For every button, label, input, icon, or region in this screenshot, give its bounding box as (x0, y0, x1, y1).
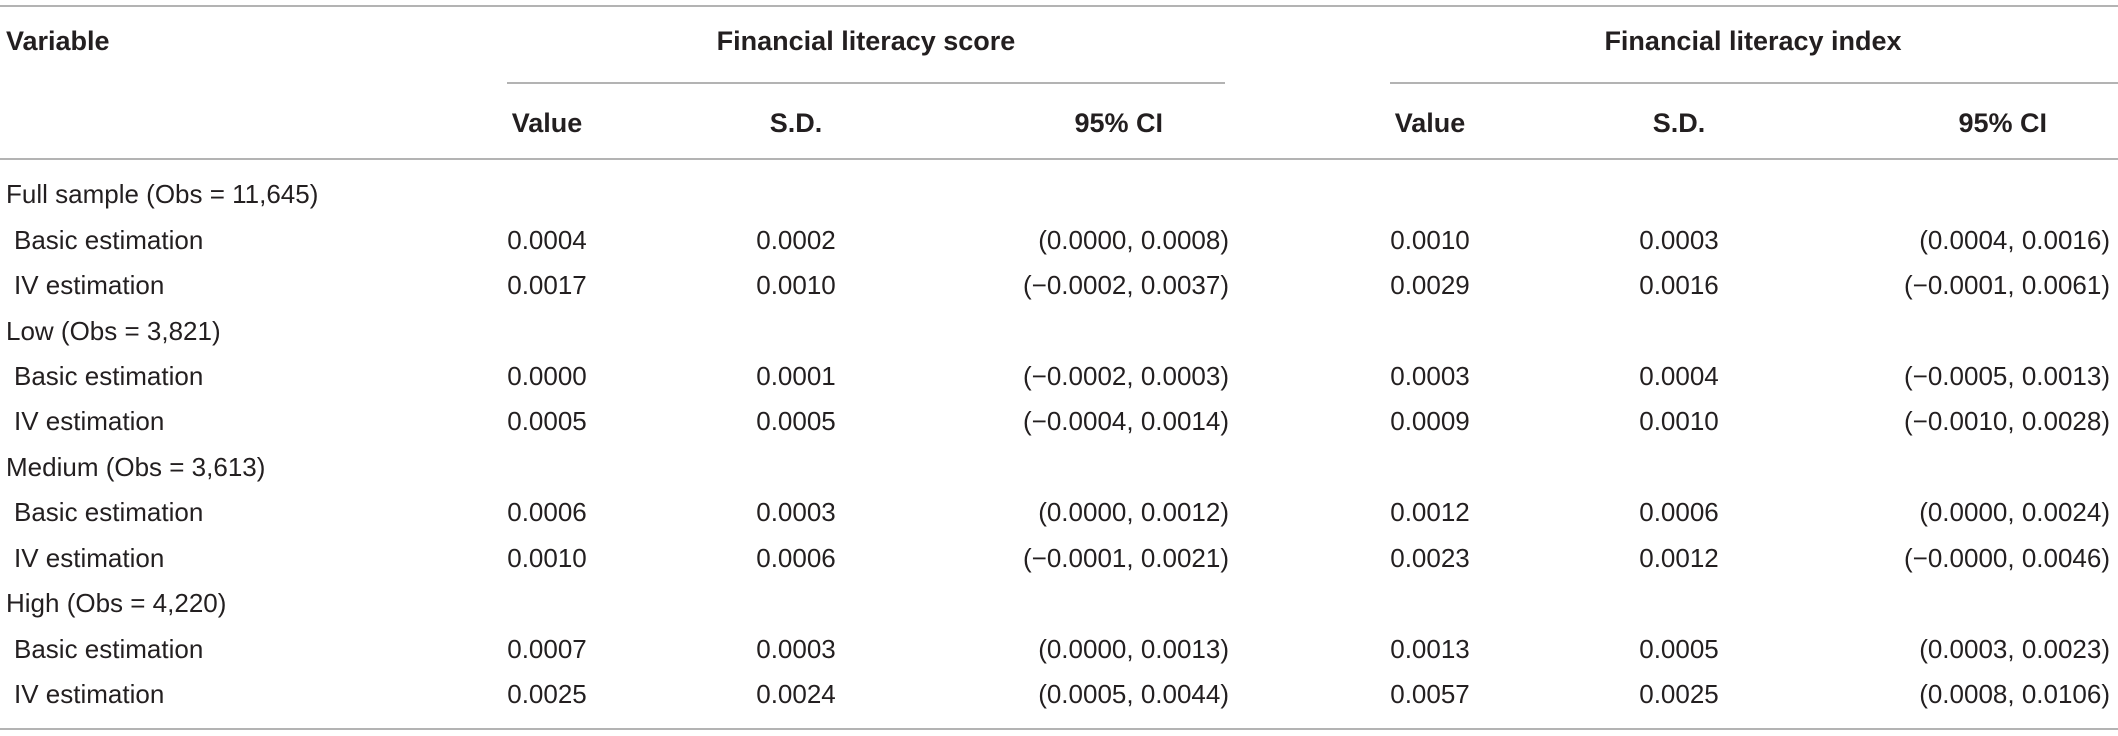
score-value-cell: 0.0006 (507, 497, 587, 527)
index-sd-cell: 0.0005 (1639, 634, 1719, 664)
header-score-value: Value (511, 108, 583, 138)
row-label: Basic estimation (14, 361, 204, 391)
header-variable: Variable (6, 26, 110, 56)
score-ci-cell: (−0.0004, 0.0014) (1023, 406, 1229, 436)
score-ci-cell: (0.0000, 0.0012) (1038, 497, 1229, 527)
table-top-rule (0, 5, 2118, 7)
index-ci-cell: (−0.0005, 0.0013) (1904, 361, 2110, 391)
index-ci-cell: (0.0008, 0.0106) (1919, 679, 2110, 709)
score-sd-cell: 0.0003 (756, 497, 836, 527)
header-index-sd: S.D. (1652, 108, 1706, 138)
score-value-cell: 0.0005 (507, 406, 587, 436)
index-value-cell: 0.0023 (1390, 543, 1470, 573)
score-ci-cell: (−0.0001, 0.0021) (1023, 543, 1229, 573)
index-value-cell: 0.0029 (1390, 270, 1470, 300)
header-financial-literacy-index: Financial literacy index (1604, 26, 1902, 56)
score-value-cell: 0.0004 (507, 225, 587, 255)
index-value-cell: 0.0009 (1390, 406, 1470, 436)
row-label: Basic estimation (14, 497, 204, 527)
score-ci-cell: (−0.0002, 0.0037) (1023, 270, 1229, 300)
index-ci-cell: (0.0000, 0.0024) (1919, 497, 2110, 527)
index-sd-cell: 0.0003 (1639, 225, 1719, 255)
row-label: IV estimation (14, 406, 165, 436)
row-label: IV estimation (14, 543, 165, 573)
score-sd-cell: 0.0010 (756, 270, 836, 300)
score-sd-cell: 0.0003 (756, 634, 836, 664)
score-value-cell: 0.0007 (507, 634, 587, 664)
header-index-value: Value (1394, 108, 1466, 138)
index-ci-cell: (−0.0000, 0.0046) (1904, 543, 2110, 573)
index-value-cell: 0.0012 (1390, 497, 1470, 527)
index-group-rule (1390, 82, 2118, 84)
index-value-cell: 0.0013 (1390, 634, 1470, 664)
score-value-cell: 0.0010 (507, 543, 587, 573)
header-score-sd: S.D. (769, 108, 823, 138)
row-label: Basic estimation (14, 634, 204, 664)
section-label: Full sample (Obs = 11,645) (6, 179, 319, 209)
header-financial-literacy-score: Financial literacy score (716, 26, 1016, 56)
index-sd-cell: 0.0010 (1639, 406, 1719, 436)
index-sd-cell: 0.0016 (1639, 270, 1719, 300)
score-ci-cell: (−0.0002, 0.0003) (1023, 361, 1229, 391)
index-ci-cell: (0.0004, 0.0016) (1919, 225, 2110, 255)
score-ci-cell: (0.0000, 0.0008) (1038, 225, 1229, 255)
index-ci-cell: (−0.0001, 0.0061) (1904, 270, 2110, 300)
row-label: Basic estimation (14, 225, 204, 255)
row-label: IV estimation (14, 679, 165, 709)
score-value-cell: 0.0017 (507, 270, 587, 300)
score-group-rule (507, 82, 1225, 84)
index-sd-cell: 0.0025 (1639, 679, 1719, 709)
section-label: Low (Obs = 3,821) (6, 316, 221, 346)
index-value-cell: 0.0057 (1390, 679, 1470, 709)
score-ci-cell: (0.0000, 0.0013) (1038, 634, 1229, 664)
score-sd-cell: 0.0002 (756, 225, 836, 255)
index-ci-cell: (−0.0010, 0.0028) (1904, 406, 2110, 436)
index-ci-cell: (0.0003, 0.0023) (1919, 634, 2110, 664)
row-label: IV estimation (14, 270, 165, 300)
score-sd-cell: 0.0006 (756, 543, 836, 573)
index-sd-cell: 0.0012 (1639, 543, 1719, 573)
header-index-ci: 95% CI (1958, 108, 2047, 138)
section-label: High (Obs = 4,220) (6, 588, 227, 618)
score-ci-cell: (0.0005, 0.0044) (1038, 679, 1229, 709)
score-value-cell: 0.0025 (507, 679, 587, 709)
index-value-cell: 0.0010 (1390, 225, 1470, 255)
header-bottom-rule (0, 158, 2118, 160)
header-score-ci: 95% CI (1074, 108, 1163, 138)
section-label: Medium (Obs = 3,613) (6, 452, 266, 482)
index-sd-cell: 0.0006 (1639, 497, 1719, 527)
index-sd-cell: 0.0004 (1639, 361, 1719, 391)
table-bottom-rule (0, 728, 2118, 730)
score-sd-cell: 0.0005 (756, 406, 836, 436)
score-value-cell: 0.0000 (507, 361, 587, 391)
score-sd-cell: 0.0001 (756, 361, 836, 391)
index-value-cell: 0.0003 (1390, 361, 1470, 391)
score-sd-cell: 0.0024 (756, 679, 836, 709)
